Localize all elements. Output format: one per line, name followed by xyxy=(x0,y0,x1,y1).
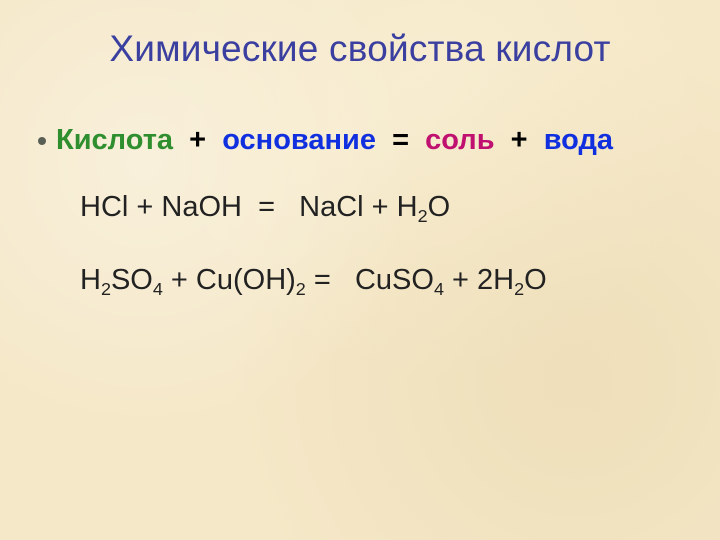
subscript: 2 xyxy=(101,279,111,299)
subscript: 2 xyxy=(418,206,428,226)
equation-line: HCl + NaOH = NaCl + H2O xyxy=(80,191,672,224)
equations-block: HCl + NaOH = NaCl + H2OH2SO4 + Cu(OH)2 =… xyxy=(48,191,672,297)
rule-acid: Кислота xyxy=(56,124,173,156)
formula-segment: SO xyxy=(111,264,153,296)
formula-segment: = CuSO xyxy=(306,264,434,296)
rule-equals: = xyxy=(384,124,417,156)
rule-plus: + xyxy=(503,124,536,156)
formula-segment: O xyxy=(428,191,451,223)
equation-line: H2SO4 + Cu(OH)2 = CuSO4 + 2H2O xyxy=(80,264,672,297)
subscript: 4 xyxy=(153,279,163,299)
slide-title: Химические свойства кислот xyxy=(48,28,672,70)
rule-base: основание xyxy=(222,124,376,156)
subscript: 2 xyxy=(296,279,306,299)
subscript: 4 xyxy=(434,279,444,299)
reaction-rule: Кислота + основание = соль + вода xyxy=(56,124,613,157)
formula-segment: + 2H xyxy=(444,264,514,296)
slide: Химические свойства кислот Кислота + осн… xyxy=(0,0,720,540)
rule-bullet-row: Кислота + основание = соль + вода xyxy=(38,124,672,157)
formula-segment: HCl + NaOH = NaCl + H xyxy=(80,191,418,223)
formula-segment: O xyxy=(524,264,547,296)
rule-plus: + xyxy=(181,124,214,156)
formula-segment: + Cu(OH) xyxy=(163,264,296,296)
rule-water: вода xyxy=(544,124,613,156)
rule-salt: соль xyxy=(425,124,494,156)
bullet-icon xyxy=(38,137,46,145)
subscript: 2 xyxy=(514,279,524,299)
formula-segment: H xyxy=(80,264,101,296)
